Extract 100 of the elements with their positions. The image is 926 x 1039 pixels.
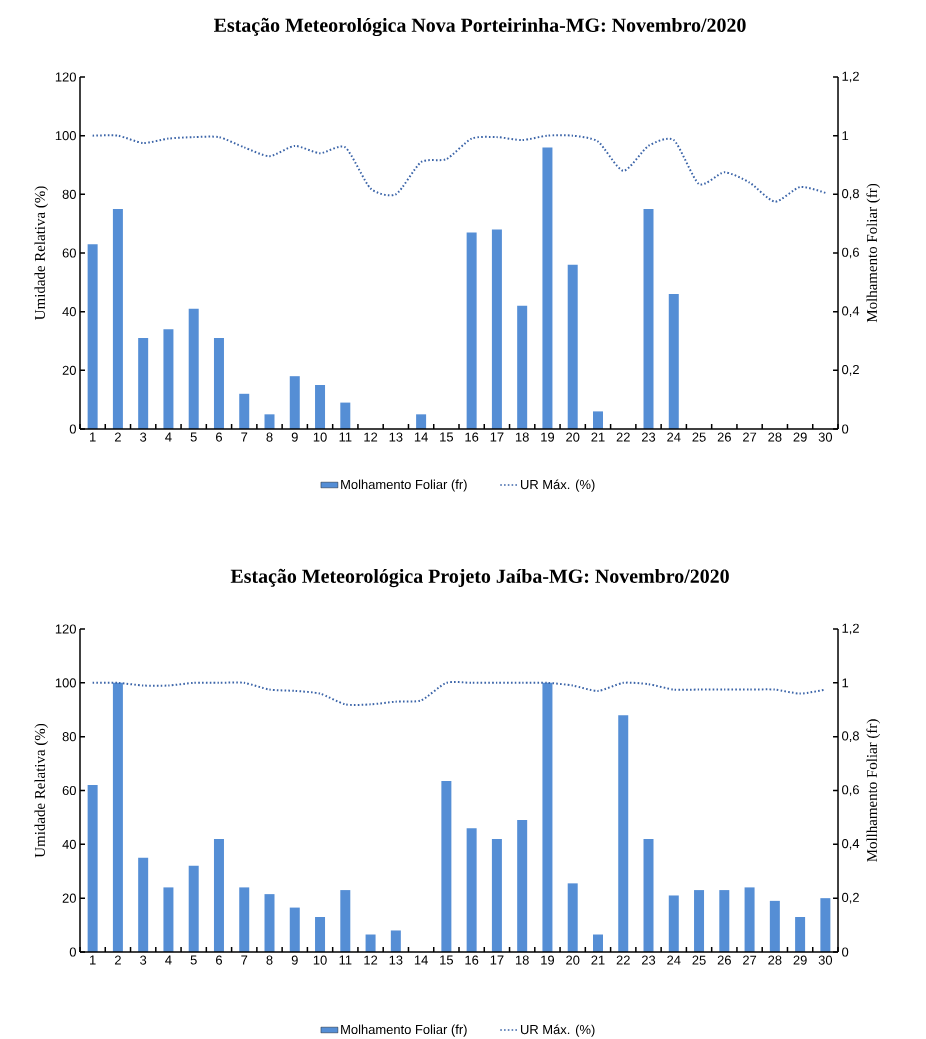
x-tick-label: 30	[818, 955, 833, 965]
bar	[491, 838, 502, 952]
y2-tick-label: 0,4	[842, 838, 860, 850]
x-tick-label: 14	[414, 955, 428, 965]
x-tick-label: 10	[313, 432, 327, 442]
x-tick-label: 19	[541, 432, 555, 442]
y2-tick-label: 0	[842, 424, 849, 434]
y-tick-label: 120	[55, 72, 76, 82]
bar	[567, 883, 578, 952]
x-tick-label: 17	[490, 432, 504, 442]
x-tick-label: 7	[241, 955, 248, 965]
x-tick-label: 8	[266, 432, 273, 442]
bar	[542, 682, 553, 952]
y2-tick-label: 0	[842, 947, 849, 957]
x-tick-label: 24	[667, 432, 681, 442]
x-tick-label: 6	[216, 955, 223, 965]
bar	[668, 895, 679, 952]
x-tick-label: 6	[216, 432, 223, 442]
y-tick-label: 20	[62, 365, 76, 375]
x-tick-label: 25	[692, 432, 706, 442]
bar	[163, 329, 174, 429]
legend-label: Molhamento Foliar (fr)	[341, 479, 467, 492]
y-tick-label: 120	[55, 624, 76, 634]
bar	[466, 828, 477, 952]
bar	[264, 894, 275, 952]
x-tick-label: 19	[541, 955, 555, 965]
x-tick-label: 22	[616, 955, 630, 965]
y2-tick-label: 1,2	[842, 623, 859, 635]
bar	[592, 411, 603, 429]
x-tick-label: 11	[339, 955, 352, 965]
bar	[643, 838, 654, 952]
y-tick-label: 60	[62, 785, 76, 796]
y-tick-label: 60	[62, 248, 76, 258]
bar	[112, 208, 123, 429]
bar	[188, 308, 199, 429]
bar	[668, 294, 679, 429]
x-tick-label: 26	[717, 955, 731, 965]
y2-tick-label: 0,4	[842, 306, 860, 318]
y-tick-label: 0	[69, 947, 76, 957]
x-tick-label: 15	[440, 955, 454, 965]
y2-tick-label: 1	[842, 678, 849, 688]
bar	[264, 414, 275, 429]
y-tick-label: 40	[62, 307, 76, 317]
x-tick-label: 21	[591, 955, 605, 965]
y2-tick-label: 0,8	[842, 731, 859, 743]
y-tick-label: 20	[62, 893, 76, 903]
y2-tick-label: 1	[842, 131, 849, 141]
bar	[466, 232, 477, 429]
y2-tick-label: 0,8	[842, 188, 859, 200]
y-tick-label: 80	[62, 732, 76, 742]
bar	[365, 934, 376, 952]
bar	[491, 229, 502, 429]
bar	[694, 890, 705, 952]
y-tick-label: 40	[62, 839, 76, 849]
x-tick-label: 18	[515, 955, 529, 965]
bar	[163, 887, 174, 952]
bar	[643, 208, 654, 429]
bar	[239, 887, 250, 952]
x-tick-label: 4	[165, 432, 172, 442]
legend-label: UR Máx. (%)	[520, 479, 595, 492]
x-tick-label: 22	[616, 432, 630, 442]
bar	[112, 682, 123, 952]
y2-tick-label: 0,6	[842, 785, 859, 796]
x-tick-label: 14	[414, 432, 428, 442]
bar	[517, 305, 528, 429]
x-tick-label: 2	[114, 432, 121, 442]
bar	[289, 907, 300, 952]
bar	[820, 898, 831, 952]
bar	[567, 264, 578, 429]
bar	[340, 890, 351, 952]
bar	[87, 785, 98, 952]
x-tick-label: 27	[743, 432, 757, 442]
line-series	[91, 681, 827, 706]
x-tick-label: 3	[140, 432, 147, 442]
bar	[213, 838, 224, 952]
x-tick-label: 5	[190, 432, 197, 442]
x-tick-label: 12	[364, 432, 378, 442]
y-tick-label: 80	[62, 189, 76, 199]
chart-title: Estação Meteorológica Nova Porteirinha-MG: Novembro/2020	[214, 17, 746, 37]
x-tick-label: 3	[140, 955, 147, 965]
bar	[315, 917, 326, 952]
x-tick-label: 29	[793, 432, 807, 442]
chart-title: Estação Meteorológica Projeto Jaíba-MG: Novembro/2020	[230, 568, 729, 588]
bar	[542, 147, 553, 429]
y-axis-title: Umidade Relativa (%)	[34, 186, 49, 320]
bar	[138, 338, 149, 429]
x-tick-label: 5	[190, 955, 197, 965]
x-tick-label: 9	[291, 955, 298, 965]
bar	[769, 900, 780, 952]
x-tick-label: 16	[465, 432, 479, 442]
bar	[744, 887, 755, 952]
x-tick-label: 26	[717, 432, 731, 442]
x-tick-label: 9	[291, 432, 298, 442]
bar	[592, 934, 603, 952]
y-tick-label: 100	[55, 131, 76, 141]
x-tick-label: 17	[490, 955, 504, 965]
bar	[416, 414, 427, 429]
bar	[517, 820, 528, 952]
x-tick-label: 30	[818, 432, 833, 442]
x-tick-label: 20	[566, 955, 580, 965]
